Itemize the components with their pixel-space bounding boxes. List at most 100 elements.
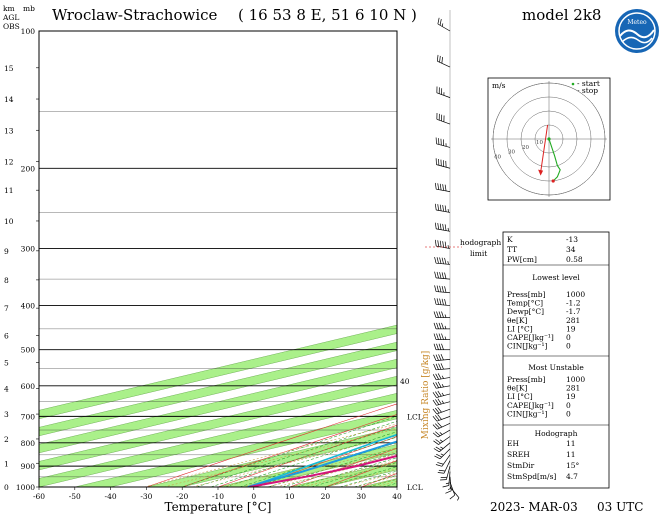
temp-tick-label: -40 (105, 492, 117, 501)
km-tick-label: 13 (4, 126, 14, 135)
hodograph-start-marker (547, 137, 550, 140)
hodograph-limit-label-1: hodograph (460, 238, 501, 247)
wind-barb (435, 285, 450, 292)
barb-flag (442, 334, 444, 340)
barb-shaft (437, 416, 450, 421)
km-tick-label: 12 (4, 157, 14, 166)
barb-flag (442, 272, 443, 278)
barb-flag (438, 183, 439, 189)
barb-flag (445, 185, 446, 191)
barb-flag (437, 344, 439, 350)
barb-flag (433, 374, 436, 380)
hodograph-stop-marker (552, 179, 555, 182)
barb-shaft (437, 119, 450, 124)
barb-shaft (436, 165, 450, 169)
barb-flag (440, 56, 441, 62)
km-tick-label: 1 (4, 459, 9, 468)
pressure-tick-label: 700 (21, 412, 36, 421)
wind-barb (433, 382, 450, 388)
barb-shaft (437, 409, 450, 414)
barb-flag (440, 286, 441, 292)
barb-flag (435, 183, 436, 189)
barb-flag (442, 344, 444, 350)
barb-flag (443, 224, 444, 230)
barb-flag (437, 312, 439, 318)
barb-flag (437, 323, 439, 329)
wind-barb (433, 399, 450, 406)
pressure-tick-label: 1000 (16, 483, 35, 492)
hodograph-unit-label: m/s (492, 81, 506, 90)
hodograph-ring-label: 20 (522, 145, 529, 151)
wind-barb (433, 391, 450, 398)
index-lowest-value: 0 (566, 342, 571, 351)
temp-tick-label: 40 (392, 492, 402, 501)
wind-barb (435, 272, 450, 279)
temp-tick-label: 30 (356, 492, 366, 501)
barb-flag (436, 374, 439, 380)
barb-half-flag (445, 337, 446, 340)
wind-barb (433, 430, 450, 437)
wind-barb (434, 323, 450, 329)
barb-flag (445, 258, 446, 264)
index-hodo-label: EH (507, 439, 519, 448)
barb-flag (438, 204, 439, 210)
wind-barb (437, 87, 450, 98)
agl-label: AGL (2, 13, 19, 22)
barb-half-flag (442, 23, 443, 26)
barb-flag (439, 323, 441, 329)
wind-barb (434, 443, 450, 452)
hodograph-ring-label: 40 (494, 155, 501, 161)
barb-shaft (438, 430, 450, 437)
barb-flag (437, 55, 438, 61)
barb-shaft (437, 93, 450, 98)
barb-flag (434, 456, 440, 459)
lcl-label: LCL (407, 483, 423, 492)
pressure-tick-label: 900 (21, 462, 36, 471)
pressure-tick-label: 200 (21, 164, 36, 173)
barb-half-flag (441, 454, 444, 455)
barb-flag (434, 344, 436, 350)
barb-flag (437, 257, 438, 263)
barb-shaft (442, 455, 450, 466)
barb-flag (434, 448, 439, 451)
wind-barb (437, 113, 450, 124)
barb-flag (439, 354, 442, 360)
barb-flag (440, 184, 441, 190)
pressure-tick-label: 100 (21, 27, 36, 36)
barb-flag (445, 273, 446, 279)
barb-half-flag (442, 401, 444, 404)
barb-flag (437, 462, 443, 464)
km-tick-label: 11 (4, 186, 14, 195)
index-hodo-label: StmDir (507, 461, 535, 470)
index-top-label: PW[cm] (507, 255, 537, 264)
barb-flag (434, 334, 436, 340)
km-tick-label: 10 (4, 217, 14, 226)
barb-flag (442, 286, 443, 292)
side-value-label: 40 (400, 377, 410, 386)
barb-half-flag (440, 440, 443, 442)
barb-flag (440, 299, 441, 305)
barb-flag (442, 299, 443, 305)
barb-flag (435, 285, 436, 291)
barb-flag (438, 382, 441, 388)
barb-flag (443, 486, 449, 487)
barb-flag (440, 257, 441, 263)
barb-half-flag (445, 326, 446, 329)
barb-flag (443, 184, 444, 190)
barb-flag (442, 258, 443, 264)
barb-flag (437, 298, 438, 304)
barb-flag (439, 312, 441, 318)
barb-half-flag (457, 498, 459, 501)
barb-shaft (438, 24, 450, 31)
wind-barb (435, 298, 450, 305)
barb-half-flag (440, 432, 442, 434)
km-axis-label: km (3, 4, 15, 13)
pressure-tick-label: 300 (21, 245, 36, 254)
barb-flag (436, 447, 441, 450)
hodograph-ring-label: 10 (536, 140, 543, 146)
index-top-value: 0.58 (566, 255, 583, 264)
barb-flag (436, 464, 442, 466)
barb-flag (434, 323, 436, 329)
